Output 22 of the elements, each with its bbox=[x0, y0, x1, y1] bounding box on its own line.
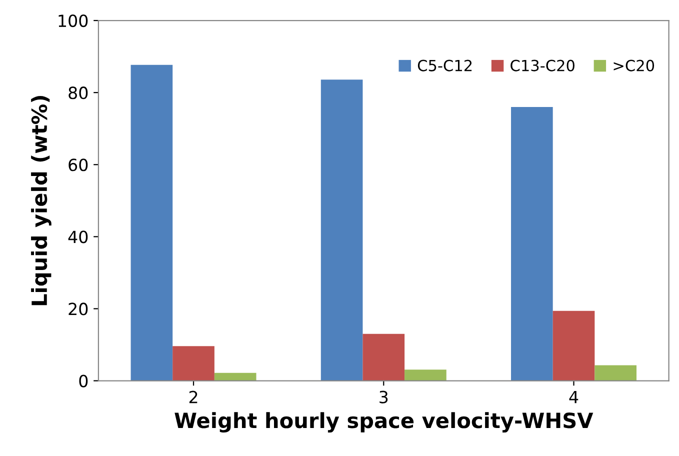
y-tick-label: 20 bbox=[68, 302, 88, 316]
x-tick-label: 3 bbox=[380, 390, 388, 404]
legend-label: C5-C12 bbox=[418, 60, 472, 72]
legend-label: C13-C20 bbox=[510, 60, 574, 72]
y-tick-label: 60 bbox=[68, 158, 88, 172]
bar bbox=[320, 80, 363, 381]
x-tick-label: 2 bbox=[189, 390, 198, 404]
bar bbox=[404, 370, 446, 381]
y-tick-label: 100 bbox=[58, 14, 88, 28]
y-tick-label: 80 bbox=[68, 86, 88, 100]
bar bbox=[362, 334, 405, 381]
legend-label: >C20 bbox=[614, 60, 654, 72]
y-tick-label: 40 bbox=[68, 230, 88, 244]
x-axis-title: Weight hourly space velocity-WHSV bbox=[174, 412, 594, 432]
bar bbox=[552, 310, 595, 381]
y-tick-label: 0 bbox=[79, 374, 88, 388]
y-axis-title: Liquid yield (wt%) bbox=[31, 96, 52, 306]
x-tick-label: 4 bbox=[569, 390, 578, 404]
bar bbox=[511, 106, 553, 381]
bar bbox=[172, 346, 214, 381]
bar bbox=[130, 64, 173, 381]
bar bbox=[594, 365, 636, 381]
